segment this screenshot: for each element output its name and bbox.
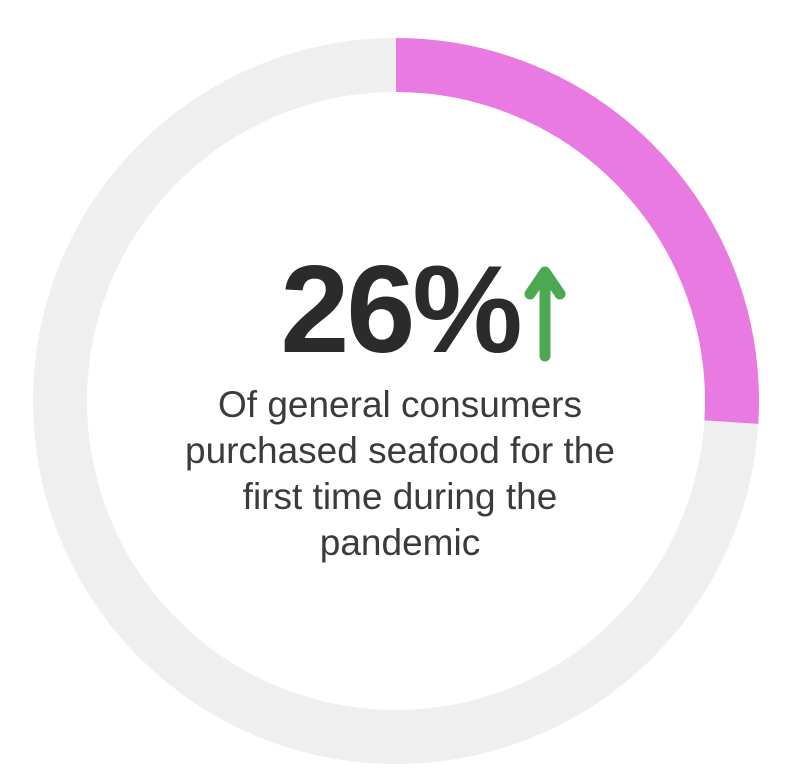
caption-line: first time during the <box>242 476 558 517</box>
caption-line: purchased seafood for the <box>185 430 615 471</box>
caption-line: Of general consumers <box>217 384 582 425</box>
stat-caption: Of general consumers purchased seafood f… <box>0 382 800 566</box>
stat-value: 26% <box>280 241 522 379</box>
stat-row: 26% <box>0 248 800 372</box>
donut-center-label: 26% Of general consumers purchased seafo… <box>0 248 800 566</box>
caption-line: pandemic <box>319 522 481 563</box>
up-arrow-icon <box>524 266 566 362</box>
donut-arc-segment <box>33 38 759 764</box>
